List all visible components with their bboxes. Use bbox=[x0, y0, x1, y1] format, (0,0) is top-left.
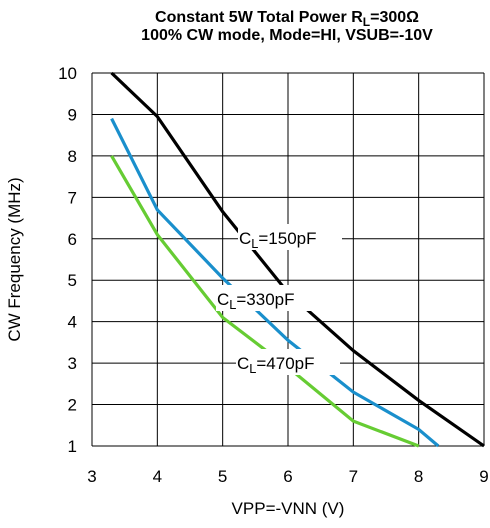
series-label-box bbox=[216, 285, 322, 311]
y-tick-label: 9 bbox=[68, 105, 77, 124]
series-label-3: CL=470pF bbox=[237, 354, 315, 376]
y-tick-label: 8 bbox=[68, 147, 77, 166]
axes: 3 4 5 6 7 8 9 1 2 3 4 5 6 7 8 9 10 VPP=-VNN (V) CW Frequen… bbox=[5, 64, 489, 518]
x-tick-label: 8 bbox=[414, 467, 423, 486]
series-line-2 bbox=[110, 117, 440, 448]
y-axis-title: CW Frequency (MHz) bbox=[5, 177, 24, 341]
series-label-box bbox=[238, 224, 342, 250]
x-tick-label: 9 bbox=[479, 467, 488, 486]
chart-title-line: 100% CW mode, Mode=HI, VSUB=-10V bbox=[141, 27, 433, 44]
x-axis-title: VPP=-VNN (V) bbox=[232, 499, 345, 518]
y-tick-label: 1 bbox=[68, 437, 77, 456]
y-tick-label: 10 bbox=[58, 64, 77, 83]
y-tick-label: 7 bbox=[68, 188, 77, 207]
series-line-3 bbox=[110, 155, 420, 448]
x-tick-label: 3 bbox=[87, 467, 96, 486]
x-tick-label: 6 bbox=[283, 467, 292, 486]
series-labels: CL=150pF CL=330pF CL=470pF bbox=[216, 224, 342, 376]
grid bbox=[91, 72, 485, 447]
y-tick-label: 4 bbox=[68, 313, 77, 332]
y-tick-label: 2 bbox=[68, 396, 77, 415]
series-label-2: CL=330pF bbox=[217, 290, 295, 312]
series-label-1: CL=150pF bbox=[239, 229, 317, 251]
x-tick-label: 5 bbox=[218, 467, 227, 486]
series-label-box bbox=[236, 349, 340, 375]
x-tick-label: 4 bbox=[153, 467, 162, 486]
chart-title-line: Constant 5W Total Power RL=300Ω bbox=[155, 9, 419, 29]
y-tick-label: 6 bbox=[68, 230, 77, 249]
x-tick-label: 7 bbox=[349, 467, 358, 486]
y-tick-label: 3 bbox=[68, 354, 77, 373]
y-tick-label: 5 bbox=[68, 271, 77, 290]
